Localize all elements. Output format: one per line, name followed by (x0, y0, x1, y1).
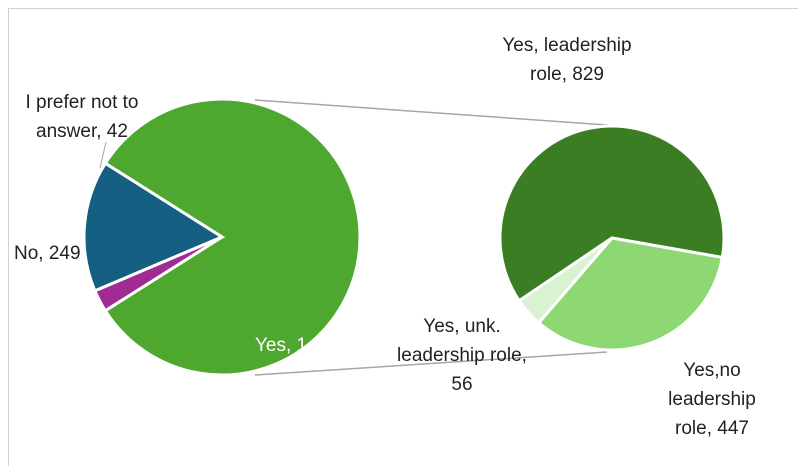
pie-slice (103, 97, 362, 377)
pie-slice (82, 161, 226, 293)
data-label: I prefer not to answer, 42 (25, 92, 139, 142)
connector-line (254, 351, 608, 376)
connector-line (254, 99, 608, 126)
chart-border (8, 8, 798, 466)
data-label: No, 249 (14, 243, 81, 264)
leader-line (99, 141, 107, 169)
data-label: Yes,no leadership role, 447 (668, 360, 756, 439)
pie-slice (92, 235, 223, 313)
data-label: Yes, 1,332 (255, 335, 345, 356)
data-label: Yes, leadership role, 829 (502, 35, 632, 85)
pie-slice (536, 236, 725, 352)
data-label: Yes, unk. leadership role, 56 (397, 316, 527, 395)
pie-slice (498, 124, 726, 303)
